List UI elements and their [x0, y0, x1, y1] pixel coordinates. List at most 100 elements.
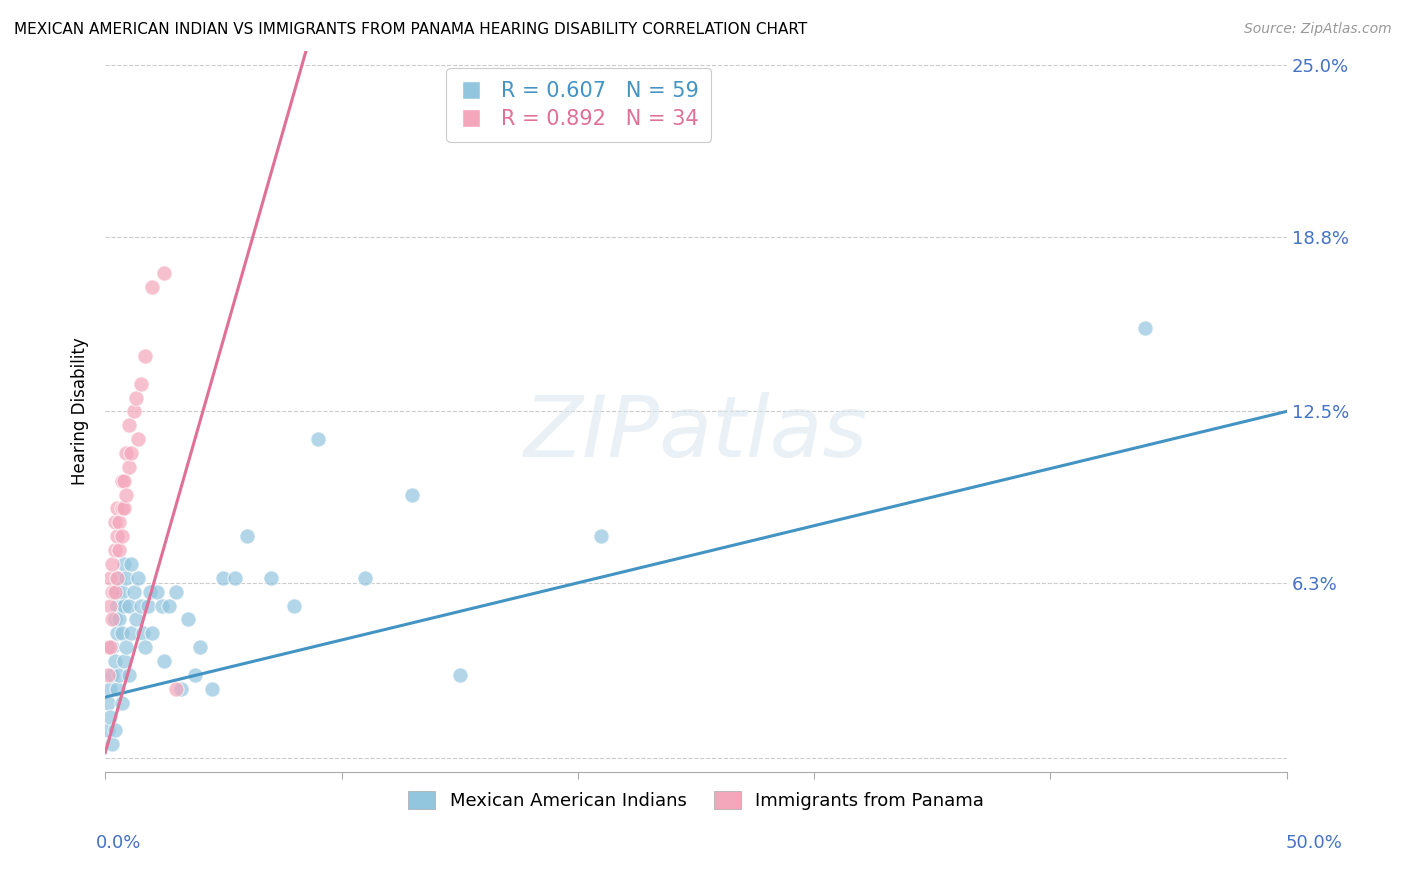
Point: [108, 571, 131, 585]
Text: 50.0%: 50.0%: [1286, 834, 1343, 852]
Point: [98, 599, 121, 613]
Point: [153, 654, 176, 668]
Point: [111, 474, 134, 488]
Point: [105, 584, 128, 599]
Point: [98, 709, 121, 723]
Point: [212, 571, 235, 585]
Y-axis label: Hearing Disability: Hearing Disability: [72, 337, 89, 485]
Point: [165, 681, 187, 696]
Text: Source: ZipAtlas.com: Source: ZipAtlas.com: [1244, 22, 1392, 37]
Point: [101, 737, 124, 751]
Point: [101, 584, 124, 599]
Point: [101, 640, 124, 655]
Point: [120, 446, 142, 460]
Point: [108, 668, 131, 682]
Point: [165, 584, 187, 599]
Point: [139, 584, 162, 599]
Point: [127, 571, 149, 585]
Point: [101, 612, 124, 626]
Point: [115, 571, 138, 585]
Text: 0.0%: 0.0%: [96, 834, 141, 852]
Point: [134, 349, 156, 363]
Point: [1133, 321, 1156, 335]
Point: [112, 599, 135, 613]
Point: [115, 640, 138, 655]
Point: [120, 626, 142, 640]
Point: [111, 529, 134, 543]
Point: [98, 681, 121, 696]
Point: [141, 279, 163, 293]
Point: [105, 626, 128, 640]
Point: [112, 557, 135, 571]
Point: [136, 599, 159, 613]
Text: MEXICAN AMERICAN INDIAN VS IMMIGRANTS FROM PANAMA HEARING DISABILITY CORRELATION: MEXICAN AMERICAN INDIAN VS IMMIGRANTS FR…: [14, 22, 807, 37]
Point: [401, 488, 423, 502]
Point: [259, 571, 281, 585]
Point: [129, 599, 152, 613]
Point: [97, 640, 120, 655]
Point: [98, 640, 121, 655]
Point: [591, 529, 613, 543]
Point: [307, 432, 329, 446]
Point: [111, 696, 134, 710]
Point: [104, 723, 127, 738]
Point: [101, 557, 124, 571]
Point: [125, 391, 148, 405]
Point: [141, 626, 163, 640]
Point: [118, 459, 141, 474]
Point: [108, 612, 131, 626]
Point: [118, 418, 141, 433]
Point: [132, 626, 155, 640]
Point: [101, 668, 124, 682]
Point: [105, 501, 128, 516]
Point: [104, 543, 127, 558]
Point: [104, 584, 127, 599]
Point: [105, 529, 128, 543]
Point: [157, 599, 180, 613]
Point: [97, 668, 120, 682]
Point: [449, 668, 471, 682]
Point: [170, 681, 193, 696]
Point: [112, 501, 135, 516]
Point: [112, 654, 135, 668]
Point: [120, 557, 142, 571]
Point: [97, 696, 120, 710]
Point: [153, 266, 176, 280]
Point: [150, 599, 173, 613]
Point: [125, 612, 148, 626]
Point: [118, 599, 141, 613]
Point: [236, 529, 259, 543]
Point: [283, 599, 305, 613]
Point: [115, 488, 138, 502]
Point: [224, 571, 246, 585]
Legend: Mexican American Indians, Immigrants from Panama: Mexican American Indians, Immigrants fro…: [401, 783, 991, 817]
Point: [97, 723, 120, 738]
Point: [108, 516, 131, 530]
Point: [111, 626, 134, 640]
Point: [188, 640, 211, 655]
Point: [108, 543, 131, 558]
Point: [122, 404, 145, 418]
Text: ZIPatlas: ZIPatlas: [524, 392, 868, 475]
Point: [105, 571, 128, 585]
Point: [177, 612, 200, 626]
Point: [146, 584, 169, 599]
Point: [111, 584, 134, 599]
Point: [111, 501, 134, 516]
Point: [112, 474, 135, 488]
Point: [118, 668, 141, 682]
Point: [104, 612, 127, 626]
Point: [105, 681, 128, 696]
Point: [200, 681, 222, 696]
Point: [115, 446, 138, 460]
Point: [354, 571, 377, 585]
Point: [129, 376, 152, 391]
Point: [104, 516, 127, 530]
Point: [134, 640, 156, 655]
Point: [127, 432, 149, 446]
Point: [184, 668, 207, 682]
Point: [122, 584, 145, 599]
Point: [104, 654, 127, 668]
Point: [105, 599, 128, 613]
Point: [98, 571, 121, 585]
